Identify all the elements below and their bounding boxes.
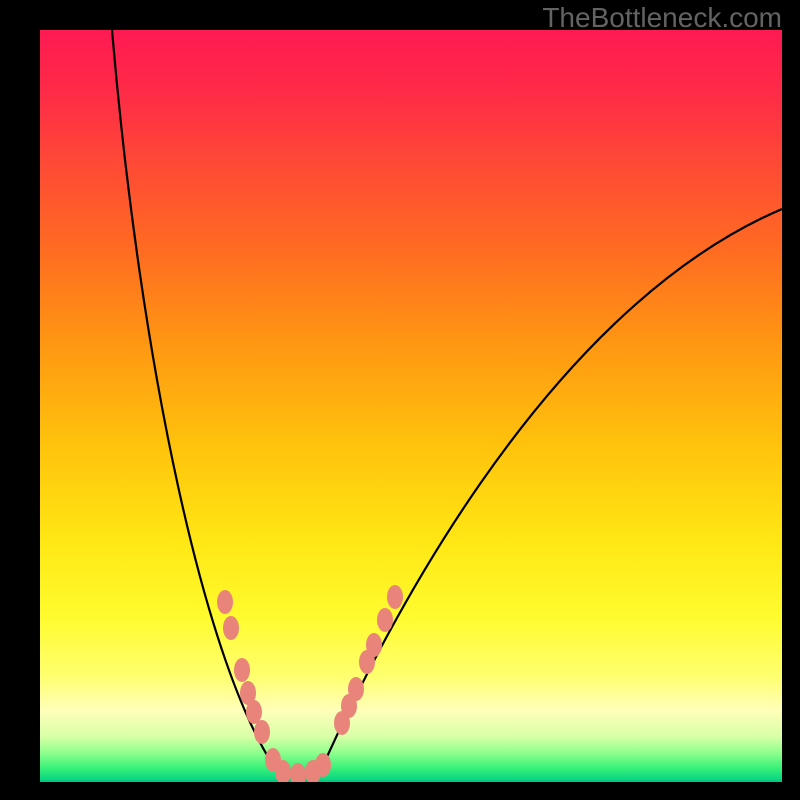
data-marker — [348, 677, 364, 701]
plot-area — [40, 30, 782, 782]
data-marker — [254, 720, 270, 744]
data-marker — [366, 633, 382, 657]
data-marker — [387, 585, 403, 609]
data-marker — [217, 590, 233, 614]
data-marker — [246, 700, 262, 724]
data-marker — [377, 608, 393, 632]
data-marker — [223, 616, 239, 640]
data-marker — [315, 753, 331, 777]
plot-background — [40, 30, 782, 782]
watermark: TheBottleneck.com — [542, 2, 782, 34]
data-marker — [234, 658, 250, 682]
plot-svg — [40, 30, 782, 782]
